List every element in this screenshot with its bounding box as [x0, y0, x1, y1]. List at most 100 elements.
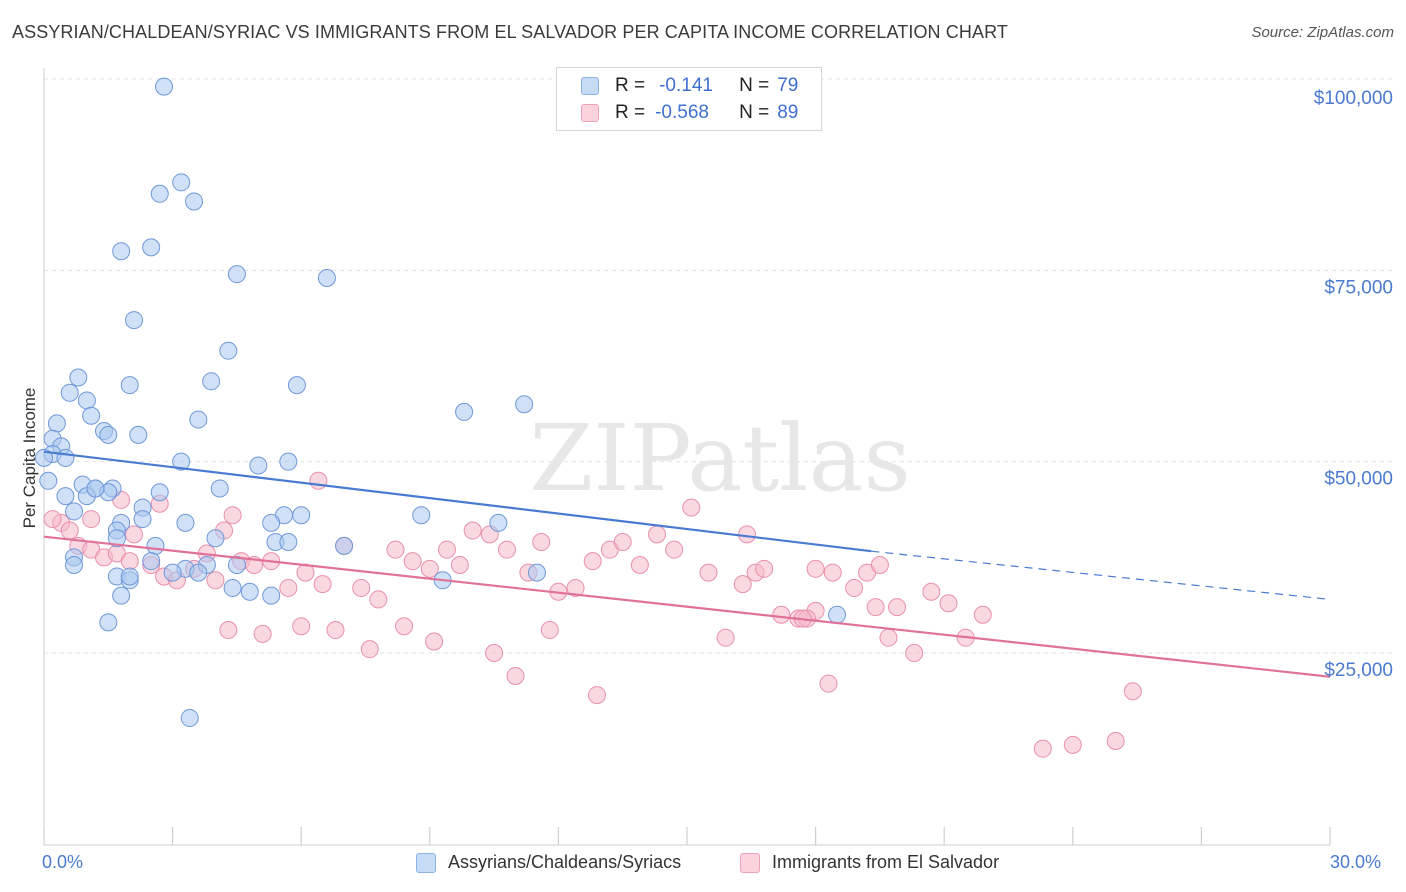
legend-item-assyrians: Assyrians/Chaldeans/Syriacs: [416, 852, 681, 873]
pink-point: [219, 621, 238, 640]
y-tick-labels: $25,000 $50,000 $75,000 $100,000: [1314, 88, 1393, 681]
blue-point: [335, 536, 354, 555]
stats-row-blue: R = -0.141 N = 79: [581, 73, 798, 99]
pink-point: [206, 571, 225, 590]
pink-point: [540, 621, 559, 640]
pink-point: [279, 578, 298, 597]
blue-point: [82, 406, 101, 425]
x-tick-label-min: 0.0%: [42, 852, 84, 872]
blue-point: [120, 567, 139, 586]
blue-point: [142, 238, 161, 257]
pink-point: [716, 628, 735, 647]
n-label: N =: [739, 102, 770, 123]
pink-point: [309, 471, 328, 490]
y-tick-label: $100,000: [1314, 88, 1393, 109]
blue-point: [172, 452, 191, 471]
blue-point: [99, 425, 118, 444]
pink-point: [1033, 739, 1052, 758]
pink-point: [450, 555, 469, 574]
legend-swatch-blue: [581, 77, 599, 95]
blue-point: [150, 184, 169, 203]
pink-point: [360, 640, 379, 659]
blue-point: [227, 265, 246, 284]
r-label: R =: [615, 102, 646, 123]
pink-point: [738, 525, 757, 544]
pink-point: [82, 510, 101, 529]
pink-point: [437, 540, 456, 559]
blue-point: [292, 506, 311, 525]
y-tick-label: $50,000: [1324, 469, 1393, 490]
series-pink-points: [43, 471, 1142, 758]
pink-point: [125, 525, 144, 544]
blue-point: [163, 563, 182, 582]
pink-point: [866, 598, 885, 617]
blue-point: [172, 173, 191, 192]
stats-legend: R = -0.141 N = 79 R = -0.568 N = 89: [556, 67, 822, 131]
blue-point: [56, 487, 75, 506]
blue-point: [120, 376, 139, 395]
blue-point: [142, 552, 161, 571]
trend-line-blue: [43, 450, 872, 553]
blue-point: [202, 372, 221, 391]
pink-point: [973, 605, 992, 624]
pink-point: [485, 644, 504, 662]
legend-item-el-salvador: Immigrants from El Salvador: [740, 852, 999, 873]
pink-point: [506, 666, 525, 685]
blue-point: [77, 391, 96, 410]
pink-point: [755, 559, 774, 578]
blue-point: [189, 410, 208, 429]
blue-point: [155, 77, 174, 96]
pink-point: [532, 533, 551, 552]
pink-point: [223, 506, 242, 525]
pink-point: [313, 575, 332, 594]
blue-point: [210, 479, 229, 498]
legend-swatch-pink: [581, 104, 599, 122]
trend-line-blue-extension: [871, 550, 1331, 601]
pink-point: [665, 540, 684, 559]
pink-point: [292, 617, 311, 636]
y-axis-label: Per Capita Income: [20, 387, 39, 529]
pink-point: [1063, 735, 1082, 754]
trend-line-pink: [43, 535, 1331, 678]
legend-label: Immigrants from El Salvador: [772, 852, 1000, 872]
blue-point: [287, 376, 306, 395]
pink-point: [566, 578, 585, 597]
blue-point: [86, 479, 105, 498]
n-value: 89: [777, 102, 799, 123]
r-value: -0.141: [659, 75, 713, 96]
pink-point: [905, 644, 924, 662]
pink-point: [823, 563, 842, 582]
pink-point: [583, 552, 602, 571]
chart-title: ASSYRIAN/CHALDEAN/SYRIAC VS IMMIGRANTS F…: [12, 22, 1008, 42]
blue-point: [56, 448, 75, 467]
blue-point: [489, 513, 508, 532]
pink-point: [403, 552, 422, 571]
blue-point: [146, 536, 165, 555]
pink-point: [253, 624, 272, 643]
blue-point: [99, 613, 118, 632]
y-tick-label: $75,000: [1324, 277, 1393, 298]
blue-point: [176, 513, 195, 532]
pink-point: [352, 578, 371, 597]
pink-point: [395, 617, 414, 636]
blue-point: [69, 368, 88, 387]
pink-point: [1123, 682, 1142, 701]
watermark: ZIPatlas: [529, 405, 910, 512]
pink-point: [463, 521, 482, 540]
series-blue-points: [35, 77, 847, 728]
blue-point: [65, 555, 84, 574]
blue-point: [112, 586, 131, 605]
pink-point: [630, 555, 649, 574]
pink-point: [733, 575, 752, 594]
blue-point: [262, 513, 281, 532]
pink-point: [879, 628, 898, 647]
blue-point: [35, 448, 53, 467]
pink-point: [43, 510, 62, 529]
pink-point: [888, 598, 907, 617]
pink-point: [587, 686, 606, 705]
blue-point: [828, 605, 847, 624]
r-value: -0.568: [655, 102, 709, 123]
pink-point: [369, 590, 388, 609]
blue-point: [185, 192, 204, 211]
blue-point: [125, 311, 144, 330]
